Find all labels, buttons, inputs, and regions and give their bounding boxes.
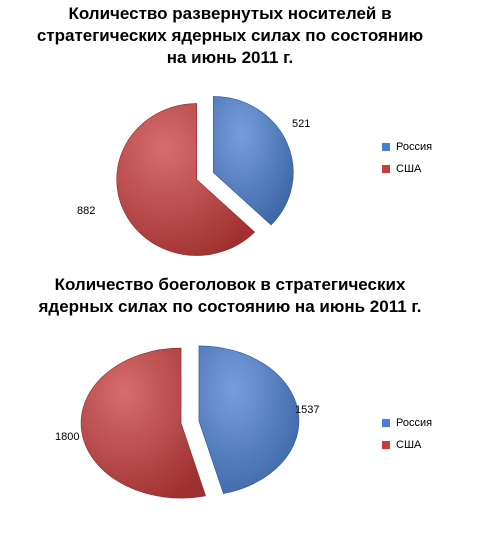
legend-item-russia: Россия bbox=[382, 136, 432, 158]
legend-label: США bbox=[396, 439, 422, 451]
pie-slice-russia bbox=[198, 345, 300, 494]
legend-label: Россия bbox=[396, 417, 433, 429]
legend-swatch-russia bbox=[382, 143, 390, 151]
pie-slice-usa bbox=[116, 103, 256, 256]
legend-swatch-russia bbox=[382, 419, 390, 427]
chart-title: Количество развернутых носителей в страт… bbox=[20, 3, 440, 69]
pie-slice-usa bbox=[80, 347, 206, 499]
pie-chart: 521 882 bbox=[77, 96, 310, 256]
data-label-usa: 882 bbox=[77, 205, 95, 217]
chart-title-line: Количество боеголовок в стратегических bbox=[54, 275, 406, 294]
legend-swatch-usa bbox=[382, 165, 390, 173]
legend-item-usa: США bbox=[382, 434, 432, 456]
legend-item-usa: США bbox=[382, 158, 432, 180]
chart-title-line: ядерных силах по состоянию на июнь 2011 … bbox=[38, 297, 422, 316]
legend: Россия США bbox=[382, 136, 432, 180]
chart-title-line: на июнь 2011 г. bbox=[166, 48, 294, 67]
chart-title: Количество боеголовок в стратегических я… bbox=[20, 274, 440, 318]
pie-chart: 1537 1800 bbox=[55, 345, 319, 499]
legend-label: Россия bbox=[396, 141, 433, 153]
data-label-usa: 1800 bbox=[55, 431, 79, 443]
chart-title-line: стратегических ядерных силах по состояни… bbox=[36, 26, 424, 45]
data-label-russia: 521 bbox=[292, 118, 310, 130]
data-label-russia: 1537 bbox=[295, 404, 319, 416]
chart-warheads: Количество боеголовок в стратегических я… bbox=[0, 268, 477, 557]
legend-swatch-usa bbox=[382, 441, 390, 449]
legend: Россия США bbox=[382, 412, 432, 456]
pie-slice-russia bbox=[212, 96, 294, 226]
legend-label: США bbox=[396, 163, 422, 175]
chart-deployed-launchers: Количество развернутых носителей в страт… bbox=[0, 0, 477, 265]
chart-title-line: Количество развернутых носителей в bbox=[68, 4, 392, 23]
legend-item-russia: Россия bbox=[382, 412, 432, 434]
